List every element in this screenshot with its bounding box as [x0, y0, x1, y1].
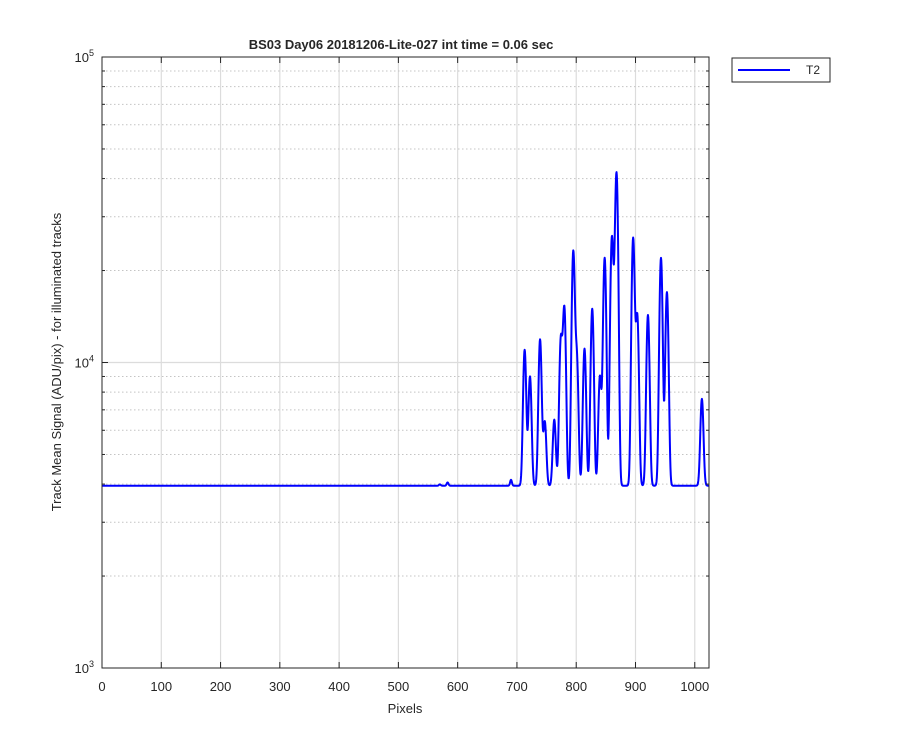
x-axis-label: Pixels	[388, 701, 423, 716]
y-tick-label: 105	[75, 48, 94, 65]
x-tick-label: 200	[210, 679, 232, 694]
axis-ticks: 0 100 200 300 400 500 600 700 800 900 1000 103 104 10…	[75, 48, 710, 694]
x-tick-label: 400	[328, 679, 350, 694]
legend-label-T2: T2	[806, 63, 820, 77]
x-tick-label: 300	[269, 679, 291, 694]
series-layer	[101, 171, 710, 487]
x-tick-label: 500	[388, 679, 410, 694]
grid-lines	[102, 57, 709, 668]
x-tick-label: 800	[565, 679, 587, 694]
x-tick-label: 1000	[680, 679, 709, 694]
chart-title: BS03 Day06 20181206-Lite-027 int time = …	[249, 37, 554, 52]
y-axis-label: Track Mean Signal (ADU/pix) - for illumi…	[49, 212, 64, 511]
series-line-T2	[101, 171, 710, 487]
legend: T2	[731, 57, 831, 83]
y-tick-label: 104	[75, 354, 94, 371]
x-tick-label: 100	[150, 679, 172, 694]
y-tick-label: 103	[75, 659, 94, 676]
x-tick-label: 700	[506, 679, 528, 694]
x-tick-label: 0	[98, 679, 105, 694]
x-tick-label: 900	[625, 679, 647, 694]
x-tick-label: 600	[447, 679, 469, 694]
